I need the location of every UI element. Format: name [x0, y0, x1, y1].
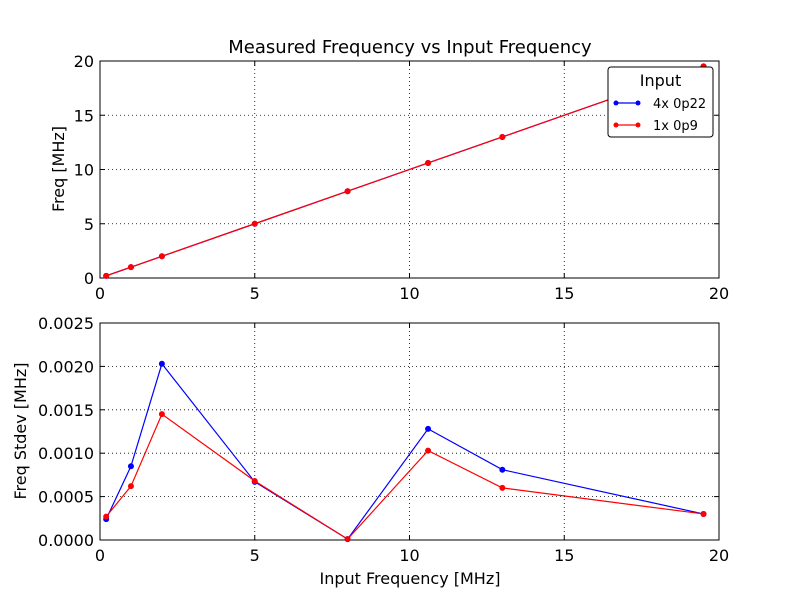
top-y-tick-label: 5	[84, 215, 94, 234]
bottom-data-point-4x-0p22	[425, 425, 432, 432]
top-x-tick-label: 10	[399, 284, 419, 303]
x-axis-label: Input Frequency [MHz]	[320, 569, 501, 588]
legend-box	[607, 66, 714, 138]
top-x-tick-label: 0	[95, 284, 105, 303]
bottom-y-axis-label: Freq Stdev [MHz]	[11, 362, 30, 499]
top-data-point-1x-0p9	[158, 253, 165, 260]
legend-marker-4x-0p22	[635, 100, 641, 106]
bottom-data-point-1x-0p9	[103, 513, 110, 520]
bottom-series-line-1x-0p9	[105, 413, 704, 540]
top-data-point-1x-0p9	[103, 272, 110, 279]
bottom-data-point-1x-0p9	[344, 536, 351, 543]
bottom-y-tick-label: 0.0005	[38, 488, 94, 507]
top-panel: Measured Frequency vs Input Frequency Fr…	[49, 37, 729, 303]
legend-label-4x-0p22: 4x 0p22	[653, 97, 706, 112]
legend-title: Input	[640, 71, 681, 90]
bottom-data-point-1x-0p9	[158, 411, 165, 418]
top-x-tick-label: 5	[250, 284, 260, 303]
bottom-y-tick-label: 0.0015	[38, 401, 94, 420]
top-y-tick-label: 10	[74, 161, 94, 180]
bottom-x-tick-label: 20	[709, 546, 729, 565]
top-y-tick-label: 15	[74, 106, 94, 125]
legend-marker-1x-0p9	[635, 122, 641, 128]
bottom-y-tick-label: 0.0020	[38, 357, 94, 376]
bottom-data-point-1x-0p9	[425, 447, 432, 454]
top-data-point-1x-0p9	[127, 264, 134, 271]
legend-marker-1x-0p9	[613, 122, 619, 128]
bottom-data-point-4x-0p22	[499, 466, 506, 473]
bottom-data-point-4x-0p22	[127, 463, 134, 470]
bottom-y-tick-label: 0.0010	[38, 444, 94, 463]
top-data-point-1x-0p9	[344, 188, 351, 195]
bottom-panel: Input Frequency [MHz] Freq Stdev [MHz] 0…	[11, 314, 729, 588]
top-x-tick-label: 20	[709, 284, 729, 303]
top-series-line-1x-0p9	[105, 65, 704, 277]
top-data-point-1x-0p9	[425, 159, 432, 166]
bottom-x-tick-label: 0	[95, 546, 105, 565]
legend-marker-4x-0p22	[613, 100, 619, 106]
bottom-y-tick-label: 0.0025	[38, 314, 94, 333]
chart-title: Measured Frequency vs Input Frequency	[228, 37, 592, 58]
bottom-data-point-1x-0p9	[499, 484, 506, 491]
top-y-tick-label: 0	[84, 269, 94, 288]
bottom-data-point-1x-0p9	[127, 483, 134, 490]
bottom-data-point-4x-0p22	[158, 360, 165, 367]
top-y-tick-label: 20	[74, 52, 94, 71]
top-data-point-1x-0p9	[499, 133, 506, 140]
bottom-series-line-4x-0p22	[105, 362, 704, 540]
bottom-x-tick-label: 10	[399, 546, 419, 565]
top-x-tick-label: 15	[554, 284, 574, 303]
bottom-data-point-1x-0p9	[700, 510, 707, 517]
top-data-point-1x-0p9	[251, 220, 258, 227]
bottom-x-tick-label: 15	[554, 546, 574, 565]
bottom-data-point-1x-0p9	[251, 477, 258, 484]
bottom-y-tick-label: 0.0000	[38, 531, 94, 550]
legend-label-1x-0p9: 1x 0p9	[653, 119, 698, 134]
top-y-axis-label: Freq [MHz]	[49, 126, 68, 212]
bottom-x-tick-label: 5	[250, 546, 260, 565]
